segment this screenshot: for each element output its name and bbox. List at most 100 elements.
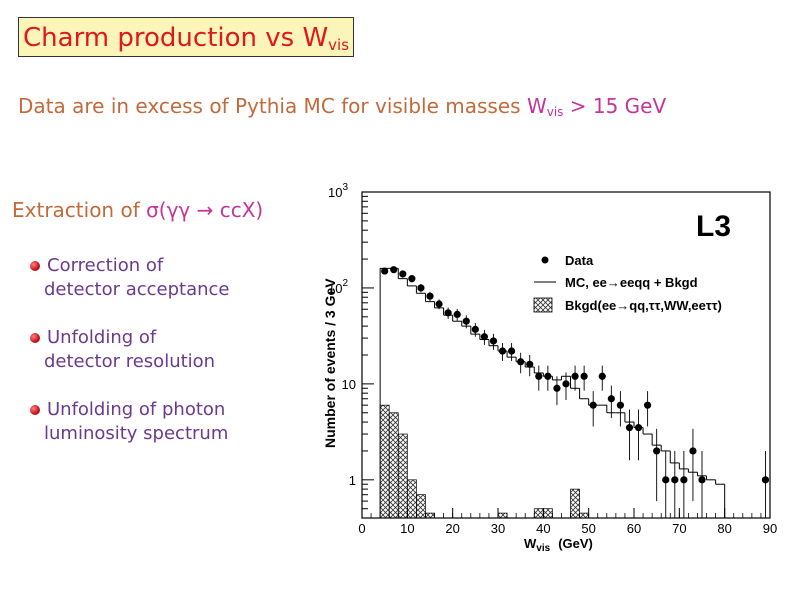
- x-axis-label-sub: vis: [536, 543, 550, 554]
- data-point: [399, 270, 407, 278]
- extraction-heading: Extraction of σ(γγ → ccX): [12, 198, 263, 222]
- bullet-dot-icon: [30, 405, 40, 415]
- x-tick-label: 10: [400, 521, 414, 536]
- bullet-line: luminosity spectrum: [44, 423, 229, 444]
- legend-bkgd-label: Bkgd(ee→qq,ττ,WW,eeττ): [565, 298, 722, 313]
- data-point: [462, 317, 470, 325]
- data-point: [489, 337, 498, 345]
- slide-subtitle: Data are in excess of Pythia MC for visi…: [18, 94, 666, 119]
- subtitle-var: W: [526, 94, 547, 118]
- x-tick-label: 30: [491, 521, 505, 536]
- bkgd-bar: [542, 508, 553, 519]
- data-point: [680, 476, 688, 484]
- legend-mc-label: MC, ee→eeqq + Bkgd: [565, 275, 698, 290]
- data-point: [408, 275, 416, 283]
- data-point: [625, 424, 634, 432]
- data-point: [508, 347, 516, 355]
- data-point: [644, 401, 652, 409]
- bkgd-bar: [570, 488, 580, 519]
- bullet-line: Correction of: [47, 255, 164, 276]
- data-point: [689, 447, 697, 455]
- data-point: [653, 447, 661, 455]
- x-tick-label: 50: [581, 521, 595, 536]
- bkgd-bar: [425, 512, 435, 519]
- x-tick-label: 70: [672, 521, 686, 536]
- extraction-formula: σ(γγ → ccX): [146, 198, 264, 222]
- bullet-line: Unfolding of photon: [47, 399, 226, 420]
- bullet-line: Unfolding of: [47, 327, 157, 348]
- data-point: [444, 309, 452, 317]
- x-axis-label-unit: (GeV): [558, 536, 593, 551]
- data-point: [471, 325, 479, 333]
- data-point: [390, 266, 398, 274]
- slide-title: Charm production vs Wvis: [18, 17, 355, 57]
- subtitle-main-text: Data are in excess of Pythia MC for visi…: [18, 94, 527, 118]
- slide-title-text: Charm production vs W: [23, 23, 329, 53]
- data-point: [417, 284, 425, 292]
- bkgd-bar: [533, 508, 544, 519]
- x-tick-label: 60: [627, 521, 641, 536]
- data-point: [453, 310, 461, 318]
- legend-data-marker: [541, 256, 549, 264]
- data-point: [634, 424, 643, 432]
- data-point: [616, 401, 624, 409]
- wvis-histogram-chart: 0 10 20 30 40 50 60 70 80 90 1 10 102 103 L3 Data MC,…: [322, 182, 777, 554]
- data-points: [381, 266, 770, 518]
- bullet-line: detector resolution: [44, 351, 216, 372]
- data-point: [498, 347, 507, 355]
- data-point: [598, 372, 606, 380]
- x-tick-label: 0: [358, 521, 365, 536]
- experiment-label: L3: [696, 210, 731, 243]
- data-point: [607, 395, 615, 403]
- data-point: [526, 360, 534, 368]
- bkgd-bar: [416, 494, 426, 519]
- x-tick-label: 20: [445, 521, 459, 536]
- subtitle-var-sub: vis: [546, 105, 564, 119]
- bkgd-histogram: [379, 404, 590, 519]
- data-point: [571, 372, 579, 380]
- y-axis-label: Number of events / 3 GeV: [322, 278, 338, 448]
- data-point: [589, 401, 597, 409]
- bkgd-bar: [579, 512, 590, 519]
- legend-data-label: Data: [565, 253, 594, 268]
- data-point: [381, 267, 389, 275]
- y-tick-label: 10: [342, 377, 356, 392]
- data-point: [517, 358, 525, 366]
- legend-bkgd-swatch: [533, 297, 553, 313]
- bullet-item: Unfolding of detector resolution: [30, 326, 215, 374]
- data-point: [580, 372, 588, 380]
- data-point: [480, 333, 488, 341]
- x-axis-label: Wvis (GeV): [524, 536, 593, 554]
- data-point: [426, 292, 434, 300]
- data-point: [553, 384, 561, 392]
- data-point: [435, 300, 443, 308]
- bullet-dot-icon: [30, 261, 40, 271]
- slide-title-subscript: vis: [328, 36, 350, 54]
- data-point: [671, 476, 679, 484]
- data-point: [698, 476, 706, 484]
- y-tick-label: 102: [328, 278, 348, 296]
- bullet-item: Unfolding of photon luminosity spectrum: [30, 398, 228, 446]
- x-axis-label-var: W: [524, 536, 537, 551]
- bkgd-bar: [379, 404, 390, 519]
- bkgd-bar: [397, 433, 408, 519]
- subtitle-variable: Wvis > 15 GeV: [526, 94, 667, 119]
- bkgd-bar: [406, 479, 417, 519]
- extraction-label: Extraction of: [12, 198, 147, 222]
- data-point: [562, 380, 570, 388]
- data-point: [761, 476, 770, 484]
- data-point: [662, 476, 670, 484]
- data-point: [544, 372, 552, 380]
- x-tick-label: 40: [536, 521, 550, 536]
- bullet-item: Correction of detector acceptance: [30, 254, 230, 302]
- axes: 0 10 20 30 40 50 60 70 80 90 1 10 102 103: [328, 182, 777, 536]
- subtitle-cut: > 15 GeV: [563, 94, 667, 118]
- bkgd-bar: [388, 412, 399, 519]
- y-tick-label: 1: [349, 473, 356, 488]
- bullet-dot-icon: [30, 333, 40, 343]
- bullet-line: detector acceptance: [44, 279, 230, 300]
- x-tick-label: 80: [717, 521, 731, 536]
- data-point: [535, 372, 543, 380]
- bkgd-bar: [497, 512, 508, 519]
- y-tick-label: 103: [328, 182, 348, 200]
